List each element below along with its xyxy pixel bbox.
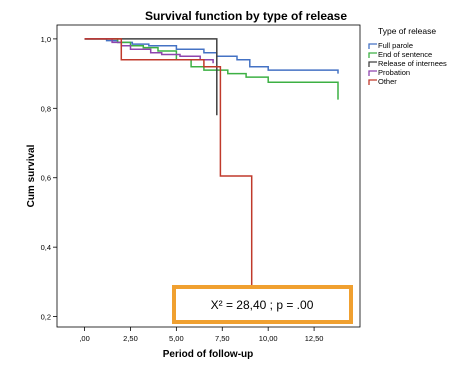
x-tick-label: 12,50 (305, 334, 324, 343)
y-tick-label: 0,4 (41, 243, 51, 252)
x-tick-label: 10,00 (259, 334, 278, 343)
x-tick-label: 2,50 (123, 334, 138, 343)
legend-swatch-end-of-sentence (368, 52, 377, 58)
legend-swatch-probation (368, 70, 377, 76)
x-tick-label: 5,00 (169, 334, 184, 343)
y-tick-label: 1,0 (41, 35, 51, 44)
y-tick-label: 0,6 (41, 174, 51, 183)
legend-label-end-of-sentence: End of sentence (378, 50, 432, 59)
legend-label-release-of-internees: Release of internees (378, 59, 447, 68)
y-axis-label: Cum survival (26, 144, 37, 207)
chart-title: Survival function by type of release (145, 9, 347, 23)
legend-label-other: Other (378, 77, 397, 86)
series-layer (84, 38, 339, 289)
annotation-text: X² = 28,40 ; p = .00 (211, 298, 314, 312)
series-line-release-of-internees (84, 38, 218, 116)
plot-area-frame (56, 24, 361, 328)
x-tick-label: ,00 (79, 334, 89, 343)
annotation-box: X² = 28,40 ; p = .00 (172, 285, 353, 324)
legend-label-full-parole: Full parole (378, 41, 413, 50)
series-line-other (84, 38, 253, 289)
annotation-frame (172, 285, 353, 324)
y-tick-label: 0,8 (41, 104, 51, 113)
legend-swatch-other (368, 79, 377, 85)
legend-swatch-release-of-internees (368, 61, 377, 67)
series-line-probation (84, 38, 214, 64)
legend-title: Type of release (378, 26, 436, 36)
legend-label-probation: Probation (378, 68, 410, 77)
y-axis: 0,2 0,4 0,6 0,8 1,0 (41, 35, 57, 322)
legend-swatch-full-parole (368, 43, 377, 49)
x-tick-label: 7,50 (215, 334, 230, 343)
y-tick-label: 0,2 (41, 313, 51, 322)
x-axis-label: Period of follow-up (163, 349, 254, 360)
x-axis: ,00 2,50 5,00 7,50 10,00 12,50 (79, 327, 323, 343)
